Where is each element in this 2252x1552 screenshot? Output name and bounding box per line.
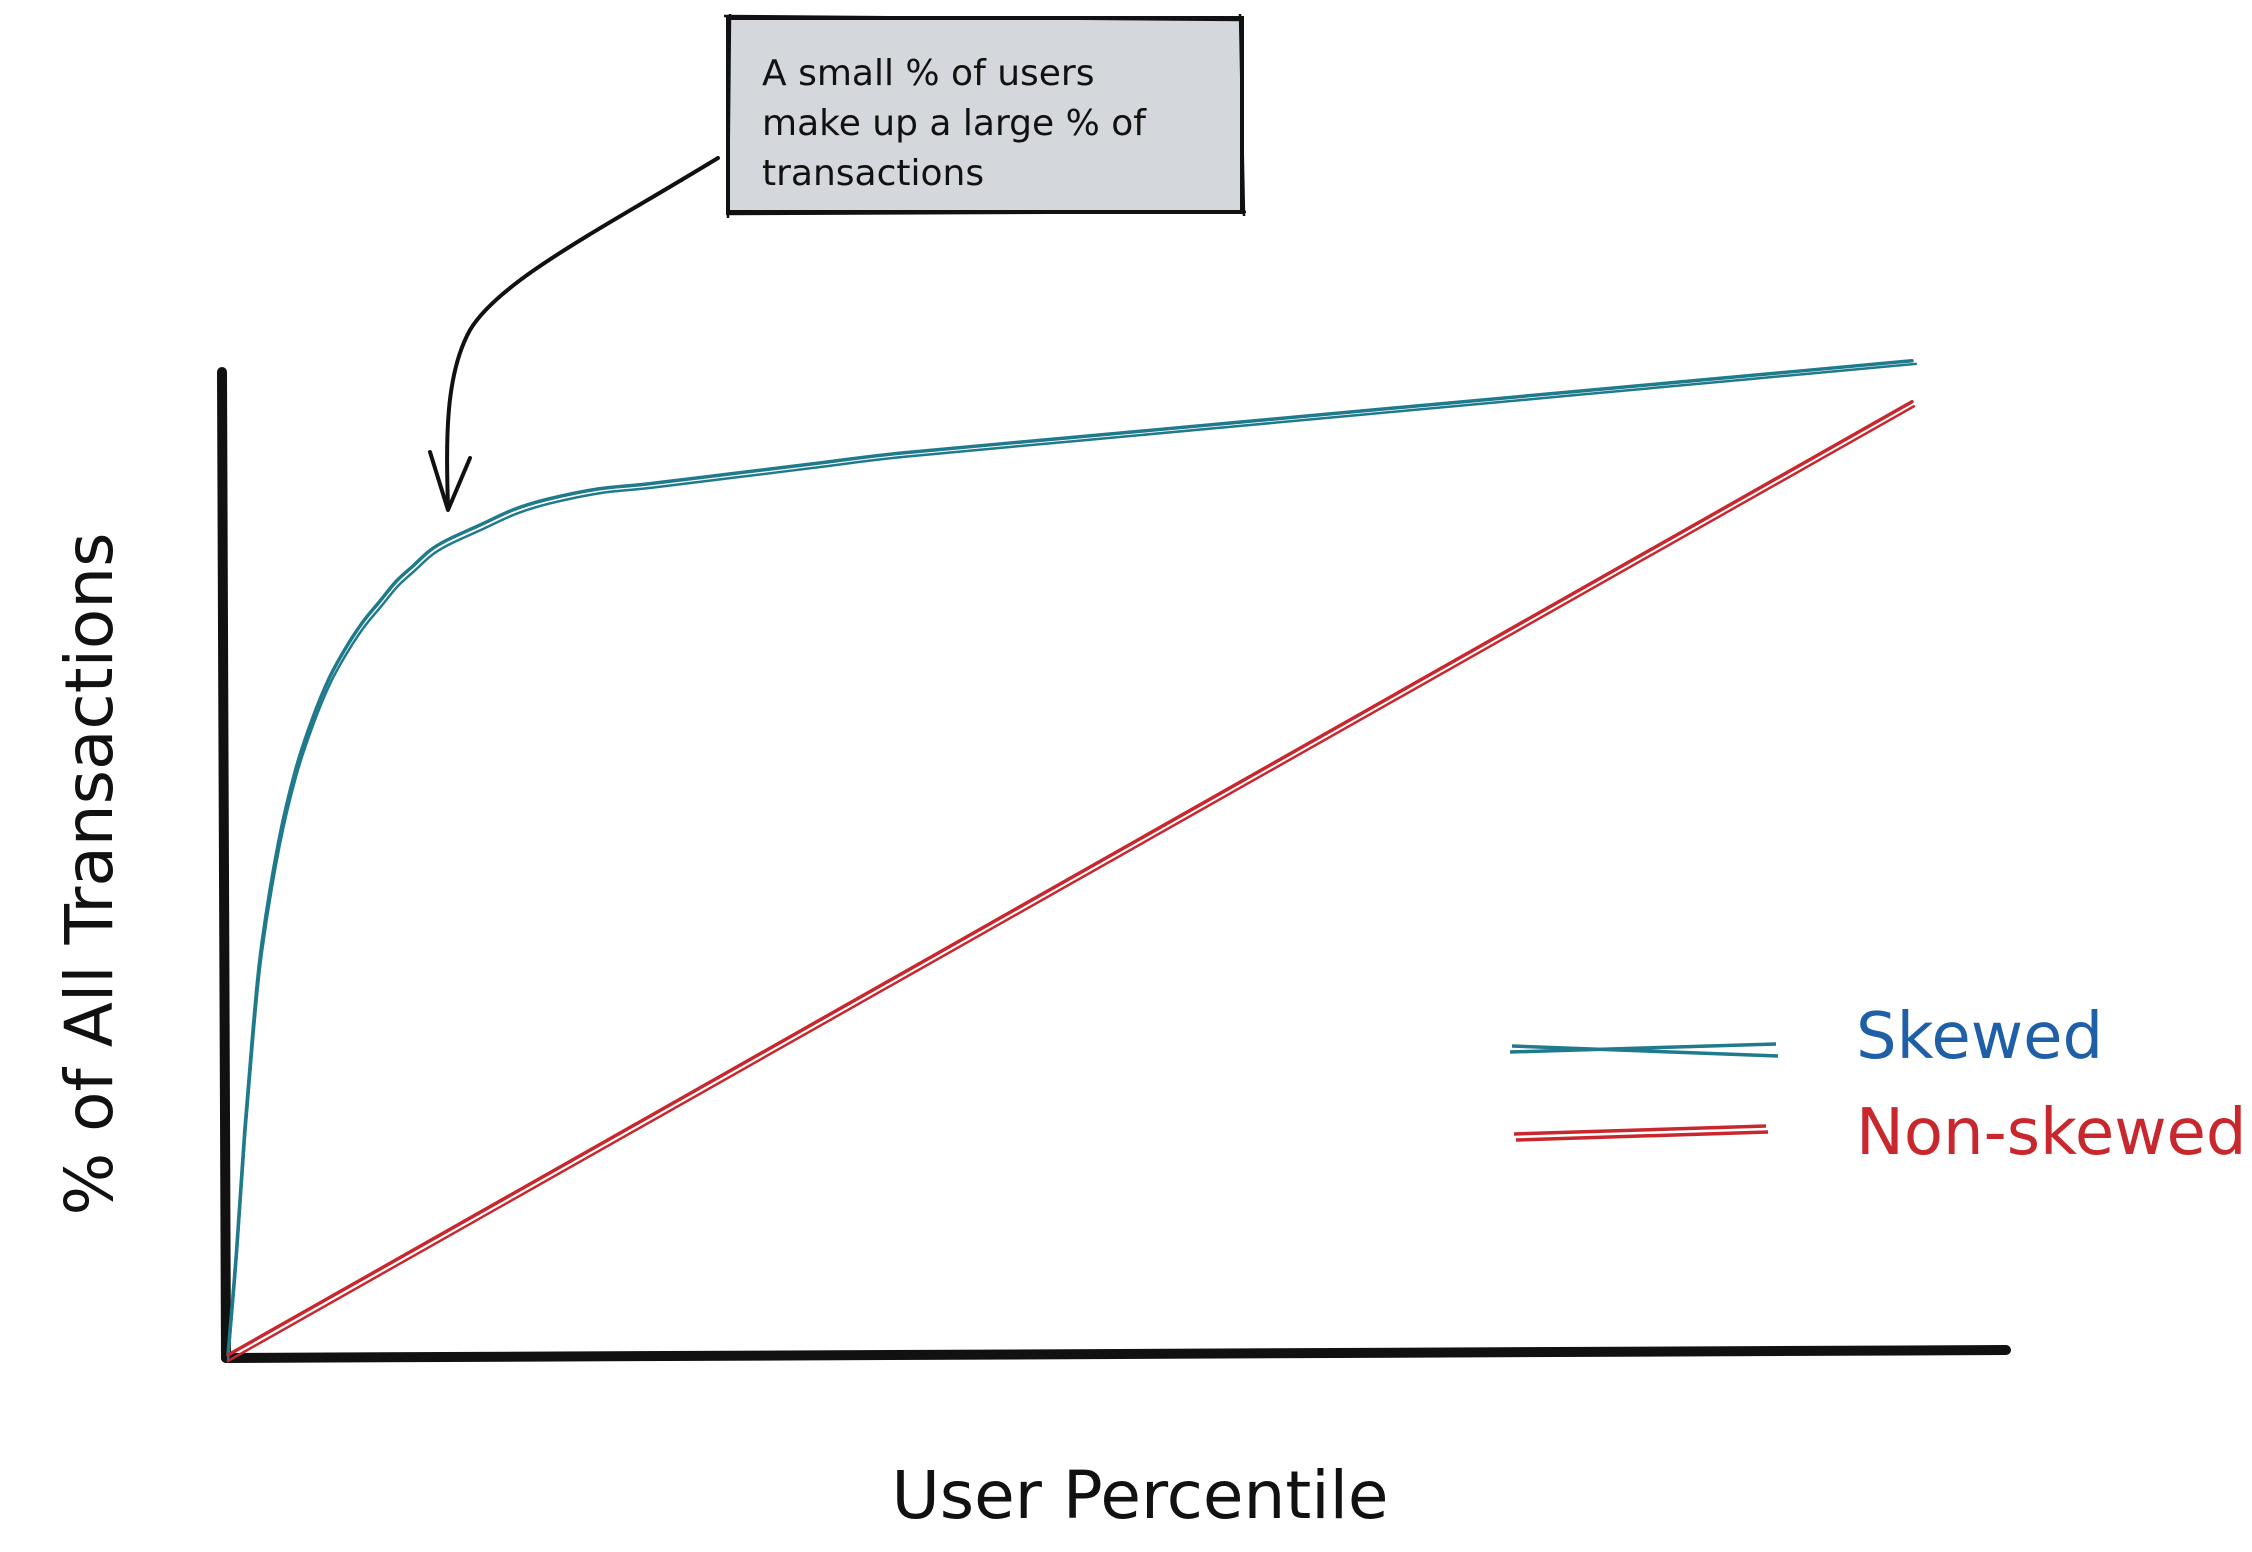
legend-line-skewed [1509, 1042, 1779, 1058]
legend-label-skewed: Skewed [1856, 1000, 2103, 1074]
annotation-line-1: A small % of users [762, 53, 1094, 94]
series-line-non-skewed-sketch [226, 405, 1916, 1363]
y-axis [217, 367, 231, 1363]
annotation-box-sketch [723, 13, 1247, 219]
legend-line-non-skewed [1513, 1124, 1769, 1142]
legend-item-skewed: Skewed [1509, 1000, 2103, 1074]
series-skewed [226, 359, 1918, 1363]
annotation: A small % of users make up a large % of … [428, 13, 1247, 512]
annotation-arrow-head [428, 450, 472, 512]
series-non-skewed [226, 400, 1916, 1363]
legend: Skewed Non-skewed [1509, 1000, 2247, 1170]
legend-item-non-skewed: Non-skewed [1513, 1096, 2247, 1170]
annotation-arrow [445, 156, 720, 510]
series-line-non-skewed [226, 400, 1914, 1357]
annotation-line-3: transactions [762, 153, 984, 194]
x-axis-label: User Percentile [891, 1457, 1388, 1534]
annotation-line-2: make up a large % of [762, 103, 1147, 144]
series-layer [226, 359, 1918, 1363]
y-axis-label: % of All Transactions [51, 532, 128, 1215]
legend-label-non-skewed: Non-skewed [1856, 1096, 2247, 1170]
x-axis [221, 1345, 2011, 1363]
series-line-skewed-sketch [226, 362, 1918, 1363]
series-line-skewed [226, 359, 1914, 1357]
